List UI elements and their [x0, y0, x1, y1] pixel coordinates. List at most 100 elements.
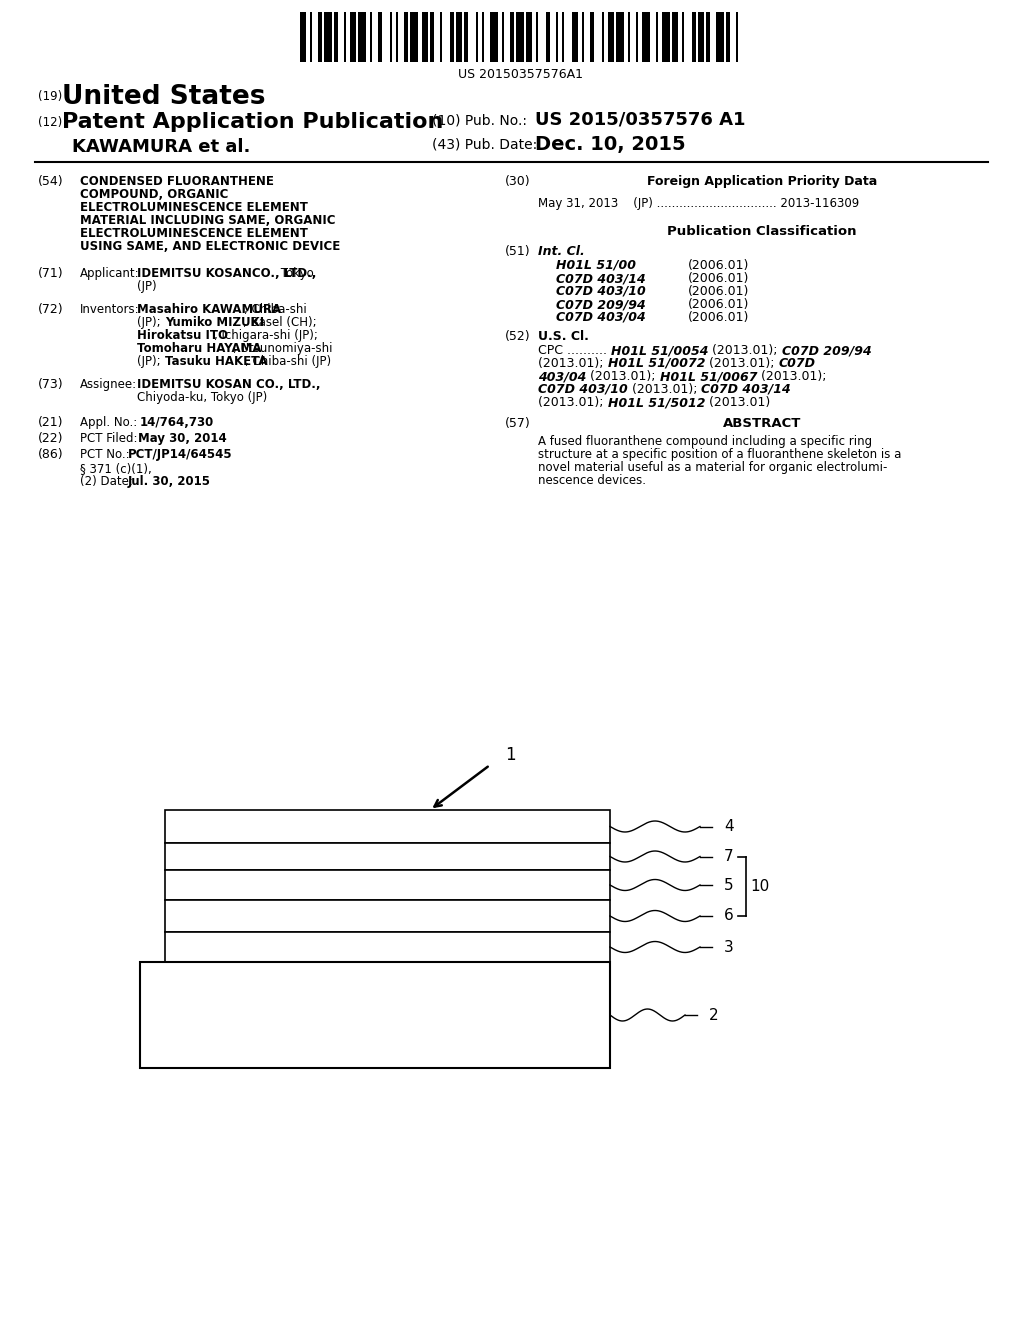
Text: (2013.01);: (2013.01); [538, 356, 607, 370]
Text: (54): (54) [38, 176, 63, 187]
Text: MATERIAL INCLUDING SAME, ORGANIC: MATERIAL INCLUDING SAME, ORGANIC [80, 214, 336, 227]
Text: Chiyoda-ku, Tokyo (JP): Chiyoda-ku, Tokyo (JP) [137, 391, 267, 404]
Text: IDEMITSU KOSAN CO., LTD.,: IDEMITSU KOSAN CO., LTD., [137, 378, 321, 391]
Text: nescence devices.: nescence devices. [538, 474, 646, 487]
Text: ABSTRACT: ABSTRACT [723, 417, 801, 430]
Text: H01L 51/0054: H01L 51/0054 [611, 345, 709, 356]
Text: (JP);: (JP); [137, 315, 165, 329]
Text: Tasuku HAKETA: Tasuku HAKETA [165, 355, 267, 368]
Text: , Ichigara-shi (JP);: , Ichigara-shi (JP); [214, 329, 317, 342]
Bar [165, 843, 610, 870]
Text: COMPOUND, ORGANIC: COMPOUND, ORGANIC [80, 187, 228, 201]
Bar [556, 12, 558, 62]
Bar [456, 12, 462, 62]
Text: , Basel (CH);: , Basel (CH); [243, 315, 316, 329]
Text: (71): (71) [38, 267, 63, 280]
Bar [662, 12, 670, 62]
Bar [165, 900, 610, 932]
Text: (12): (12) [38, 116, 62, 129]
Text: (2013.01);: (2013.01); [709, 345, 782, 356]
Text: 4: 4 [724, 818, 733, 834]
Text: Jul. 30, 2015: Jul. 30, 2015 [128, 475, 211, 488]
Text: (57): (57) [505, 417, 530, 430]
Bar [692, 12, 696, 62]
Text: Dec. 10, 2015: Dec. 10, 2015 [535, 135, 686, 154]
Text: CPC ..........: CPC .......... [538, 345, 611, 356]
Bar [482, 12, 484, 62]
Text: 5: 5 [724, 878, 733, 892]
Text: H01L 51/00: H01L 51/00 [556, 259, 636, 272]
Text: KAWAMURA et al.: KAWAMURA et al. [72, 139, 251, 156]
Text: (21): (21) [38, 416, 63, 429]
Text: (JP): (JP) [137, 280, 157, 293]
Text: US 20150357576A1: US 20150357576A1 [458, 69, 583, 81]
Text: Foreign Application Priority Data: Foreign Application Priority Data [647, 176, 878, 187]
Bar [526, 12, 532, 62]
Text: § 371 (c)(1),: § 371 (c)(1), [80, 462, 152, 475]
Text: (22): (22) [38, 432, 63, 445]
Bar [476, 12, 478, 62]
Text: Tomoharu HAYAMA: Tomoharu HAYAMA [137, 342, 261, 355]
Text: (2006.01): (2006.01) [688, 272, 750, 285]
Text: PCT No.:: PCT No.: [80, 447, 130, 461]
Bar [140, 962, 610, 1068]
Text: C07D 403/10: C07D 403/10 [556, 285, 646, 298]
Bar [390, 12, 392, 62]
Bar [334, 12, 338, 62]
Text: , Utsunomiya-shi: , Utsunomiya-shi [233, 342, 333, 355]
Text: 403/04: 403/04 [538, 370, 587, 383]
Text: Masahiro KAWAMURA: Masahiro KAWAMURA [137, 304, 282, 315]
Text: C07D 403/14: C07D 403/14 [556, 272, 646, 285]
Text: (2013.01);: (2013.01); [587, 370, 659, 383]
Text: , Chiba-shi (JP): , Chiba-shi (JP) [245, 355, 331, 368]
Bar [378, 12, 382, 62]
Text: (2006.01): (2006.01) [688, 285, 750, 298]
Bar [706, 12, 710, 62]
Text: United States: United States [62, 84, 265, 110]
Bar [410, 12, 418, 62]
Text: (JP);: (JP); [137, 355, 165, 368]
Text: (2013.01);: (2013.01); [628, 383, 701, 396]
Text: 10: 10 [750, 879, 769, 894]
Text: US 2015/0357576 A1: US 2015/0357576 A1 [535, 111, 745, 129]
Bar [636, 12, 638, 62]
Text: (2013.01);: (2013.01); [758, 370, 826, 383]
Text: (19): (19) [38, 90, 62, 103]
Text: Inventors:: Inventors: [80, 304, 139, 315]
Text: (51): (51) [505, 246, 530, 257]
Text: PCT/JP14/64545: PCT/JP14/64545 [128, 447, 232, 461]
Text: Applicant:: Applicant: [80, 267, 139, 280]
Bar [616, 12, 624, 62]
Text: Yumiko MIZUKI: Yumiko MIZUKI [165, 315, 264, 329]
Bar [464, 12, 468, 62]
Bar [546, 12, 550, 62]
Text: (2013.01): (2013.01) [705, 396, 770, 409]
Bar [698, 12, 705, 62]
Bar [736, 12, 738, 62]
Bar [642, 12, 650, 62]
Text: U.S. Cl.: U.S. Cl. [538, 330, 589, 343]
Text: (2013.01);: (2013.01); [538, 396, 607, 409]
Bar [590, 12, 594, 62]
Bar [628, 12, 630, 62]
Text: H01L 51/0072: H01L 51/0072 [607, 356, 705, 370]
Bar [536, 12, 538, 62]
Bar [450, 12, 454, 62]
Text: 6: 6 [724, 908, 734, 924]
Bar [490, 12, 498, 62]
Text: Publication Classification: Publication Classification [668, 224, 857, 238]
Text: C07D 209/94: C07D 209/94 [556, 298, 646, 312]
Bar [422, 12, 428, 62]
Text: structure at a specific position of a fluoranthene skeleton is a: structure at a specific position of a fl… [538, 447, 901, 461]
Bar [318, 12, 322, 62]
Text: (72): (72) [38, 304, 63, 315]
Text: H01L 51/0067: H01L 51/0067 [659, 370, 758, 383]
Text: (52): (52) [505, 330, 530, 343]
Text: (2006.01): (2006.01) [688, 259, 750, 272]
Bar [562, 12, 564, 62]
Text: ELECTROLUMINESCENCE ELEMENT: ELECTROLUMINESCENCE ELEMENT [80, 227, 308, 240]
Text: C07D 403/04: C07D 403/04 [556, 312, 646, 323]
Text: C07D 403/10: C07D 403/10 [538, 383, 628, 396]
Bar [370, 12, 372, 62]
Text: 2: 2 [709, 1007, 719, 1023]
